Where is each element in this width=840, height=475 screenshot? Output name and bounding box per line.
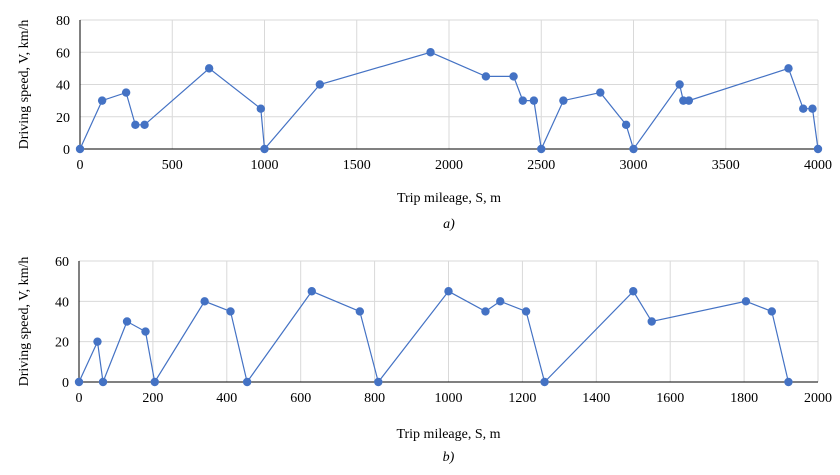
data-point (93, 337, 102, 346)
y-axis-title: Driving speed, V, km/h (17, 257, 32, 387)
x-tick-label: 2500 (527, 158, 555, 173)
data-point (784, 64, 793, 73)
data-point (813, 144, 823, 154)
y-tick-label: 0 (62, 376, 69, 391)
data-point (226, 307, 235, 316)
x-tick-label: 500 (162, 158, 183, 173)
data-point (741, 297, 751, 306)
data-point (98, 377, 108, 387)
panel-label: a) (443, 217, 455, 232)
data-point (767, 307, 777, 316)
data-point (315, 80, 325, 89)
data-point (374, 377, 383, 387)
data-point (204, 64, 214, 73)
x-axis-title: Trip mileage, S, m (396, 427, 500, 442)
x-tick-label: 2000 (804, 391, 832, 406)
y-axis-title: Driving speed, V, km/h (17, 20, 32, 150)
y-tick-label: 0 (63, 143, 70, 158)
data-point (74, 377, 84, 387)
data-point (596, 88, 605, 97)
chart-panel-b: 0 200 400 600 800 1000 1200 1400 1600 1800 2000 0 20… (17, 255, 832, 465)
data-point (75, 144, 85, 154)
data-point (496, 297, 505, 306)
data-point (97, 96, 107, 105)
x-tick-label: 1000 (435, 391, 463, 406)
data-point (529, 96, 539, 105)
series-line (78, 290, 789, 385)
data-point (799, 104, 808, 113)
data-point (260, 144, 269, 154)
x-tick-label: 4000 (804, 158, 832, 173)
x-tick-label: 2000 (435, 158, 463, 173)
data-point (540, 377, 549, 387)
data-point (140, 120, 149, 130)
data-point (521, 307, 531, 316)
data-point (621, 120, 631, 130)
data-point (444, 287, 453, 296)
data-point (121, 88, 131, 97)
data-point (131, 120, 140, 130)
x-tick-label: 1800 (730, 391, 758, 406)
data-point (200, 297, 209, 306)
data-point (355, 307, 365, 316)
x-tick-label: 400 (216, 391, 237, 406)
data-point (647, 317, 656, 326)
x-tick-label: 1600 (656, 391, 684, 406)
x-tick-label: 1200 (508, 391, 536, 406)
data-point (481, 72, 491, 81)
x-tick-label: 0 (77, 158, 84, 173)
data-point (537, 144, 546, 154)
data-point (684, 96, 694, 105)
panel-label: b) (443, 450, 455, 465)
x-tick-label: 0 (76, 391, 83, 406)
data-point (629, 144, 638, 154)
data-point (784, 377, 793, 387)
x-tick-label: 3000 (620, 158, 648, 173)
data-point (141, 327, 150, 336)
data-point (808, 104, 817, 113)
y-tick-label: 40 (56, 79, 70, 94)
x-tick-label: 600 (290, 391, 311, 406)
data-point (256, 104, 266, 113)
y-tick-label: 60 (56, 46, 70, 61)
x-tick-label: 1000 (251, 158, 279, 173)
x-tick-label: 200 (142, 391, 163, 406)
x-tick-label: 1500 (343, 158, 371, 173)
data-point (307, 287, 316, 296)
x-tick-label: 800 (364, 391, 385, 406)
y-tick-label: 80 (56, 14, 70, 29)
chart-panel-a: 0 500 1000 1500 2000 2500 3000 3500 4000 0 20 40 60 8… (17, 14, 832, 232)
data-point (150, 377, 159, 387)
x-axis-title: Trip mileage, S, m (397, 191, 501, 206)
y-tick-label: 20 (56, 111, 70, 126)
data-point (675, 80, 684, 89)
data-point (629, 287, 638, 296)
data-point (509, 72, 518, 81)
data-point (559, 96, 568, 105)
data-point (481, 307, 490, 316)
y-tick-label: 40 (55, 295, 69, 310)
y-tick-label: 20 (55, 336, 69, 351)
x-tick-label: 3500 (712, 158, 740, 173)
x-tick-label: 1400 (582, 391, 610, 406)
data-point (242, 377, 252, 387)
data-point (426, 48, 435, 57)
data-point (518, 96, 527, 105)
y-tick-label: 60 (55, 255, 69, 270)
data-point (122, 317, 132, 326)
